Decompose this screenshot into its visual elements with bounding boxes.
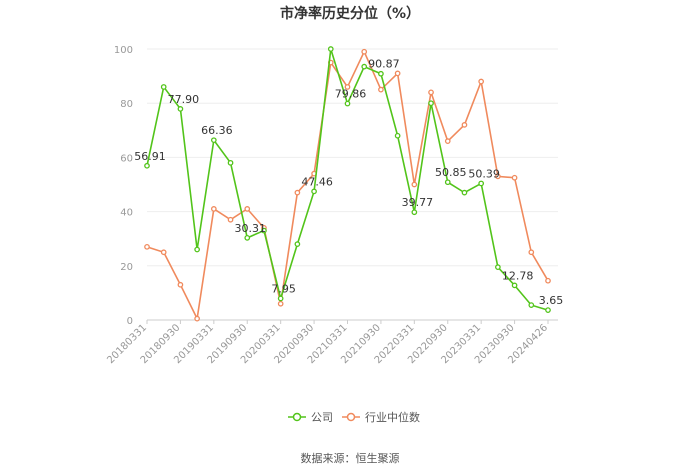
data-point[interactable] bbox=[428, 89, 434, 96]
data-point[interactable] bbox=[411, 181, 418, 188]
legend-label-1: 行业中位数 bbox=[365, 410, 420, 424]
data-point[interactable] bbox=[545, 277, 551, 284]
data-point[interactable] bbox=[394, 70, 401, 77]
data-point[interactable] bbox=[177, 281, 184, 288]
data-label: 90.87 bbox=[368, 58, 400, 71]
y-tick-label: 20 bbox=[120, 262, 133, 273]
data-label: 66.36 bbox=[201, 124, 233, 137]
data-point[interactable] bbox=[528, 249, 535, 256]
data-label: 47.46 bbox=[301, 175, 333, 188]
data-point[interactable] bbox=[227, 216, 234, 223]
data-point[interactable] bbox=[227, 159, 234, 166]
data-point[interactable] bbox=[194, 315, 200, 322]
legend-label-0: 公司 bbox=[311, 411, 333, 424]
data-point[interactable] bbox=[495, 173, 501, 180]
data-point[interactable] bbox=[277, 295, 284, 302]
data-point[interactable] bbox=[177, 106, 184, 112]
data-point[interactable] bbox=[411, 209, 418, 216]
data-point[interactable] bbox=[294, 241, 301, 247]
data-label: 50.39 bbox=[468, 167, 500, 180]
legend-marker-0 bbox=[292, 412, 302, 422]
data-point[interactable] bbox=[244, 206, 251, 212]
data-point[interactable] bbox=[144, 243, 150, 250]
y-tick-label: 40 bbox=[120, 208, 133, 219]
data-point[interactable] bbox=[160, 84, 167, 90]
data-point[interactable] bbox=[444, 138, 451, 144]
data-point[interactable] bbox=[361, 63, 368, 70]
data-point[interactable] bbox=[261, 227, 267, 234]
data-point[interactable] bbox=[244, 235, 251, 241]
data-point[interactable] bbox=[444, 179, 451, 186]
data-point[interactable] bbox=[394, 132, 401, 139]
x-axis: 2018033120180930201903312019093020200331… bbox=[105, 320, 550, 366]
data-point[interactable] bbox=[461, 189, 468, 196]
data-point[interactable] bbox=[144, 162, 150, 169]
data-point[interactable] bbox=[528, 302, 535, 308]
data-point[interactable] bbox=[311, 188, 317, 195]
grid bbox=[147, 48, 558, 321]
data-point[interactable] bbox=[160, 249, 167, 256]
y-tick-label: 60 bbox=[120, 153, 133, 164]
data-point[interactable] bbox=[378, 86, 384, 93]
data-point[interactable] bbox=[210, 137, 217, 144]
data-point[interactable] bbox=[545, 307, 551, 313]
data-label: 3.65 bbox=[539, 294, 564, 307]
data-label: 77.90 bbox=[168, 93, 200, 106]
data-labels: 56.91 77.90 66.36 30.31 7.95 47.46 79.86 90.87 3… bbox=[134, 58, 563, 307]
data-point[interactable] bbox=[327, 46, 334, 52]
y-tick-label: 80 bbox=[120, 99, 133, 110]
data-label: 50.85 bbox=[435, 166, 467, 179]
data-point[interactable] bbox=[495, 264, 501, 271]
legend-marker-1 bbox=[346, 412, 356, 422]
source-note: 数据来源：恒生聚源 bbox=[301, 451, 400, 465]
data-label: 12.78 bbox=[502, 269, 534, 282]
data-point[interactable] bbox=[478, 78, 485, 85]
data-label: 30.31 bbox=[235, 222, 267, 235]
legend[interactable]: 公司 行业中位数 bbox=[288, 410, 420, 424]
data-point[interactable] bbox=[194, 246, 200, 253]
y-axis: 0 20 40 60 80 100 bbox=[114, 45, 133, 327]
data-point[interactable] bbox=[511, 282, 518, 289]
y-tick-label: 100 bbox=[114, 45, 133, 56]
data-label: 56.91 bbox=[134, 150, 166, 163]
data-point[interactable] bbox=[277, 300, 284, 307]
data-label: 79.86 bbox=[335, 88, 367, 101]
data-point[interactable] bbox=[378, 70, 384, 77]
data-point[interactable] bbox=[361, 48, 368, 55]
data-point[interactable] bbox=[511, 174, 518, 181]
data-label: 7.95 bbox=[271, 282, 296, 295]
series-layer bbox=[144, 46, 551, 322]
chart-title: 市净率历史分位（%） bbox=[280, 5, 420, 22]
data-point[interactable] bbox=[344, 84, 351, 90]
data-label: 39.77 bbox=[402, 196, 434, 209]
data-point[interactable] bbox=[294, 189, 301, 196]
data-point[interactable] bbox=[428, 100, 434, 107]
y-tick-label: 0 bbox=[127, 316, 133, 327]
data-point[interactable] bbox=[210, 206, 217, 212]
data-point[interactable] bbox=[344, 100, 351, 107]
data-point[interactable] bbox=[478, 180, 485, 187]
data-point[interactable] bbox=[461, 122, 468, 128]
